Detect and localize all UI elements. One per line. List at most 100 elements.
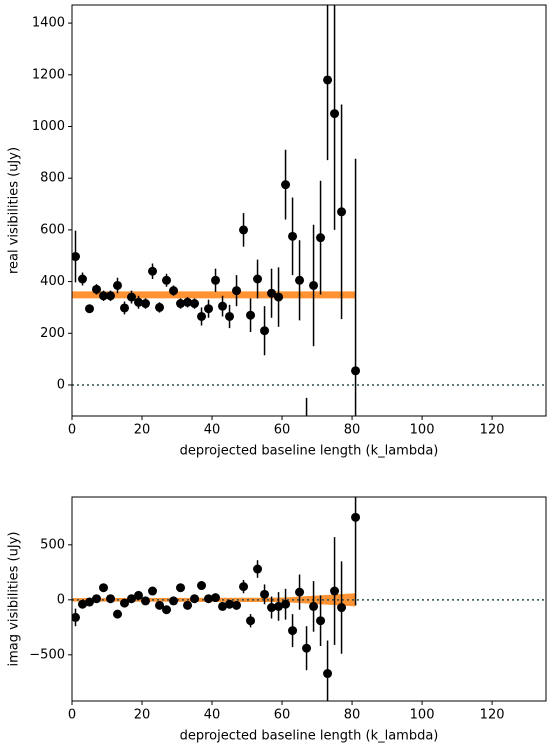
data-point: [225, 599, 235, 609]
data-point: [239, 225, 249, 235]
data-point: [85, 597, 95, 607]
data-point: [141, 596, 151, 606]
axes-frame: [71, 4, 547, 417]
data-point: [295, 587, 305, 597]
x-tick-label: 120: [480, 423, 505, 438]
data-point: [134, 590, 144, 600]
data-point: [337, 207, 347, 217]
data-point: [127, 594, 137, 604]
data-point: [92, 284, 102, 294]
data-point: [197, 581, 207, 591]
data-point: [302, 643, 312, 653]
data-point: [260, 589, 270, 599]
data-point: [344, 497, 353, 506]
x-tick-label: 0: [68, 708, 76, 723]
data-point: [169, 286, 179, 296]
axes-frame: [71, 496, 547, 702]
data-point: [148, 586, 158, 596]
data-point: [99, 583, 109, 593]
data-point: [274, 601, 284, 611]
data-point: [190, 594, 200, 604]
data-point: [253, 274, 263, 284]
y-axis-label: real visibilities (uJy): [7, 147, 22, 274]
data-point: [127, 292, 137, 302]
data-point: [120, 303, 130, 313]
y-tick-label: 500: [40, 537, 65, 552]
data-point: [316, 233, 326, 243]
data-point: [330, 586, 340, 596]
data-point: [309, 280, 319, 290]
data-point: [183, 600, 193, 610]
data-point: [232, 600, 242, 610]
data-point: [288, 231, 298, 241]
data-point: [197, 311, 207, 321]
data-point: [78, 599, 88, 609]
data-point: [78, 274, 88, 284]
data-point: [72, 252, 80, 262]
x-tick-label: 80: [344, 708, 361, 723]
plot-area: [72, 497, 546, 701]
data-point: [190, 299, 200, 309]
data-point: [141, 299, 151, 309]
data-point: [323, 669, 333, 679]
y-tick-label: 200: [40, 326, 65, 341]
data-point: [351, 512, 361, 522]
data-point: [113, 280, 123, 290]
data-point: [92, 594, 102, 604]
data-point: [162, 275, 172, 285]
model-band: [72, 291, 356, 299]
data-point: [239, 582, 249, 592]
data-point: [204, 304, 214, 314]
data-point: [260, 326, 270, 336]
x-tick-label: 60: [274, 423, 291, 438]
y-tick-label: 800: [40, 171, 65, 186]
x-tick-label: 100: [410, 708, 435, 723]
x-tick-label: 20: [134, 423, 151, 438]
data-point: [85, 304, 95, 314]
x-tick-label: 80: [344, 423, 361, 438]
data-point: [246, 310, 256, 320]
x-tick-label: 100: [410, 423, 435, 438]
data-point: [148, 266, 158, 276]
x-tick-label: 40: [204, 708, 221, 723]
x-axis-label: deprojected baseline length (k_lambda): [180, 729, 439, 744]
data-point: [281, 599, 291, 609]
data-point: [99, 291, 109, 301]
data-point: [204, 594, 214, 604]
x-tick-label: 0: [68, 423, 76, 438]
data-point: [351, 366, 361, 376]
data-point: [72, 612, 80, 622]
data-point: [295, 275, 305, 285]
y-tick-label: 1400: [32, 16, 65, 31]
data-point: [267, 288, 277, 298]
x-tick-label: 60: [274, 708, 291, 723]
y-tick-label: 600: [40, 222, 65, 237]
data-point: [337, 603, 347, 613]
data-point: [169, 596, 179, 606]
data-point: [323, 75, 333, 85]
data-point: [120, 598, 130, 608]
x-tick-label: 20: [134, 708, 151, 723]
y-tick-label: 400: [40, 274, 65, 289]
data-point: [274, 292, 284, 302]
data-point: [134, 297, 144, 307]
data-point: [309, 601, 319, 611]
y-tick-label: −500: [29, 647, 65, 662]
data-point: [176, 583, 186, 593]
data-point: [155, 302, 165, 312]
data-point: [162, 605, 172, 615]
data-point: [211, 275, 221, 285]
data-point: [330, 109, 340, 119]
data-point: [267, 603, 277, 613]
data-point: [288, 626, 298, 636]
data-point: [218, 601, 228, 611]
x-axis-label: deprojected baseline length (k_lambda): [180, 444, 439, 459]
y-tick-label: 0: [57, 592, 65, 607]
data-point: [281, 180, 291, 190]
data-point: [302, 471, 311, 480]
data-point: [232, 286, 242, 296]
y-tick-label: 1000: [32, 119, 65, 134]
x-tick-label: 40: [204, 423, 221, 438]
data-point: [113, 609, 123, 619]
